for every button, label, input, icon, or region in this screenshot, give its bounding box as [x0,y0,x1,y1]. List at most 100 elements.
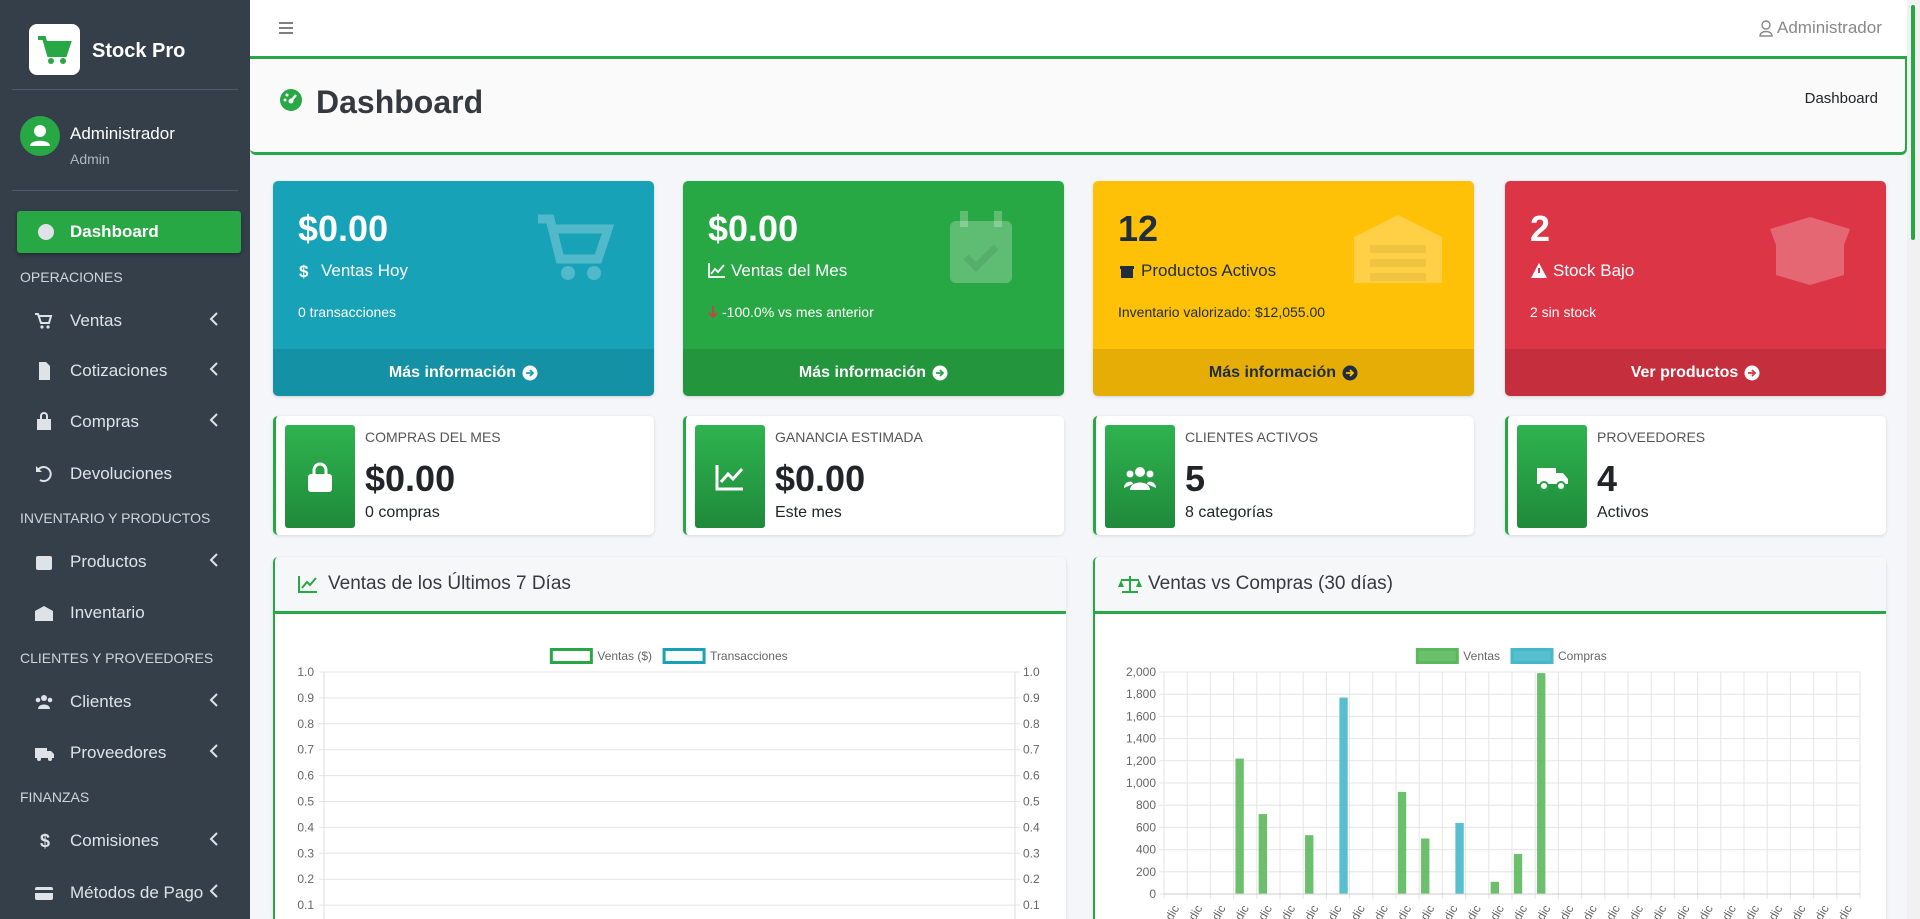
info-box: COMPRAS DEL MES $0.00 0 compras [273,416,654,535]
topbar-user[interactable]: Administrador [1777,18,1882,37]
chevron [209,553,218,567]
x-tick-label: dic [1394,903,1414,919]
card-header: Ventas vs Compras (30 días) [1095,557,1886,614]
menu-icon [35,748,54,761]
stat-link-row[interactable]: Más información [273,349,654,396]
divider [12,89,238,90]
bar [1537,673,1546,894]
stat-link[interactable]: Más información [1208,363,1337,381]
svg-text:$: $ [40,831,50,851]
info-value: $0.00 [365,458,456,499]
stat-value: $0.00 [298,208,389,249]
info-note: 8 categorías [1185,504,1274,521]
x-tick-label: dic [1580,903,1600,919]
stat-link-row[interactable]: Más información [1093,349,1474,396]
legend-label: Ventas [1463,649,1500,663]
stat-note-row: Inventario valorizado: $12,055.00 [1118,304,1325,320]
bar [1397,791,1407,894]
chevron [209,832,218,846]
cart-icon [38,36,72,64]
legend-label: Ventas ($) [597,649,652,663]
menu-item[interactable]: Cotizaciones [70,361,168,380]
brand-logo [29,24,80,75]
info-icon [1124,466,1156,490]
menu-icon [35,313,53,329]
stat-box: $0.00 Ventas del Mes -100.0% vs mes anteri… [683,181,1064,396]
stat-link-row[interactable]: Más información [683,349,1064,396]
y2-tick-label: 0.1 [1023,898,1040,912]
info-label: GANANCIA ESTIMADA [775,429,923,445]
menu-item[interactable]: Compras [70,412,139,431]
info-icon-box [1105,425,1175,528]
menu-item[interactable]: Devoluciones [70,464,173,483]
breadcrumb[interactable]: Dashboard [1804,90,1878,107]
menu-item[interactable]: Ventas [70,311,122,330]
menu-icon [35,887,53,900]
legend-item: Transacciones [662,648,788,664]
x-tick-label: dic [1302,903,1322,919]
stat-link[interactable]: Más información [388,363,517,381]
y-tick-label: 0.7 [297,743,314,757]
stat-label: Productos Activos [1141,261,1277,280]
arrow-circle [522,365,538,380]
menu-item[interactable]: Métodos de Pago [70,883,204,902]
scrollbar-thumb[interactable] [1911,5,1915,240]
legend-label: Compras [1558,649,1607,663]
bar [1235,758,1244,894]
info-icon-box [695,425,765,528]
legend-item: Ventas [1415,648,1500,664]
stat-note-row: -100.0% vs mes anterior [708,304,874,320]
info-icon [1537,467,1568,491]
stat-box: 12 Productos Activos Inventario valorizado… [1093,181,1474,396]
chart: Ventas Compras 0 200 400 600 800 1,000 1,200 1,40… [1126,648,1861,919]
y-tick-label: 0.1 [297,898,314,912]
bar [1339,697,1348,894]
x-tick-label: dic [1278,903,1298,919]
menu-heading: CLIENTES Y PROVEEDORES [20,650,214,666]
label-icon [1120,266,1134,278]
x-tick-label: dic [1348,903,1368,919]
stat-note-row: 0 transacciones [298,304,396,320]
x-tick-label: dic [1835,903,1855,919]
info-value: $0.00 [775,458,866,499]
user-name[interactable]: Administrador [70,124,175,143]
x-tick-label: dic [1255,903,1275,919]
y-tick-label: 0.9 [297,691,314,705]
stat-label-row: $ Ventas Hoy [298,261,408,281]
x-tick-label: dic [1371,903,1391,919]
x-tick-label: dic [1464,903,1484,919]
x-tick-label: dic [1673,903,1693,919]
menu-icon [38,224,54,240]
menu-item[interactable]: Inventario [70,603,145,622]
stat-note: Inventario valorizado: $12,055.00 [1118,304,1326,320]
menu-icon [35,695,53,709]
stat-link[interactable]: Ver productos [1630,363,1739,381]
x-tick-label: dic [1812,903,1832,919]
stat-bg-icon [1354,215,1442,283]
stat-box: $0.00 $ Ventas Hoy 0 transacciones Más infor… [273,181,654,396]
menu-item[interactable]: Comisiones [70,831,159,850]
menu-item[interactable]: Clientes [70,692,132,711]
brand-name[interactable]: Stock Pro [92,40,186,62]
stat-link[interactable]: Más información [798,363,927,381]
legend-swatch [1510,648,1554,664]
bar [1258,814,1268,894]
menu-icon [36,466,52,483]
menu-item[interactable]: Productos [70,552,147,571]
balance-icon [1118,576,1142,593]
y-tick-label: 1,400 [1126,732,1156,746]
bar [1490,881,1500,894]
stat-note: 0 transacciones [298,304,397,320]
menu-item[interactable]: Dashboard [70,222,159,241]
stat-label-row: Stock Bajo [1530,261,1634,281]
y-tick-label: 400 [1136,843,1156,857]
down-arrow [708,306,718,319]
y2-tick-label: 0.9 [1023,691,1040,705]
menu-item[interactable]: Proveedores [70,743,167,762]
y2-tick-label: 0.5 [1023,795,1040,809]
y2-tick-label: 0.3 [1023,846,1040,860]
menu-toggle[interactable] [278,20,294,36]
stat-link-row[interactable]: Ver productos [1505,349,1886,396]
stat-note: -100.0% vs mes anterior [722,304,874,320]
content-header: Dashboard Dashboard [250,59,1907,155]
